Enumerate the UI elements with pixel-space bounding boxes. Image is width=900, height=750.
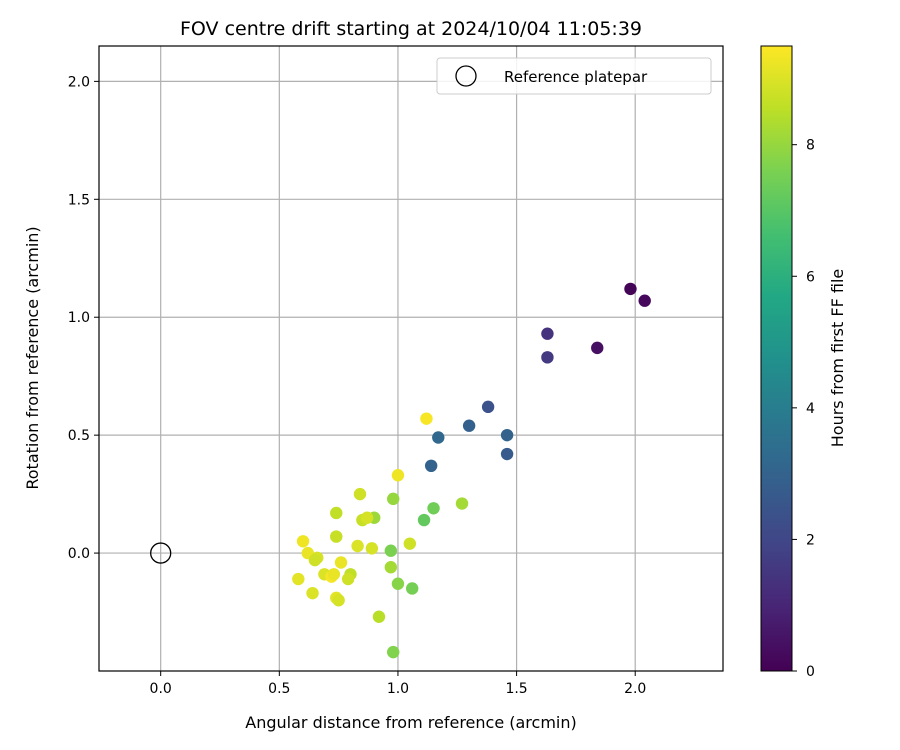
data-points [292, 282, 651, 659]
y-axis-label: Rotation from reference (arcmin) [23, 226, 42, 489]
x-tick-label: 1.5 [505, 681, 527, 697]
scatter-point [391, 577, 405, 590]
scatter-point [420, 412, 433, 425]
scatter-point [384, 544, 398, 557]
scatter-point [360, 511, 374, 524]
scatter-point [403, 537, 417, 550]
x-tick-label: 2.0 [624, 681, 646, 697]
legend-marker [455, 65, 477, 87]
scatter-point [541, 351, 554, 364]
scatter-point [624, 282, 637, 296]
scatter-point [296, 535, 310, 548]
grid [99, 46, 723, 671]
y-tick-label: 0.5 [68, 428, 90, 444]
legend-box [436, 57, 712, 95]
y-axis-ticks: 0.0 0.5 1.0 1.5 2.0 [68, 74, 99, 562]
scatter-point [541, 327, 554, 340]
legend: Reference platepar [436, 57, 712, 95]
scatter-point [462, 419, 476, 432]
scatter-point [427, 502, 440, 515]
scatter-point [591, 341, 604, 355]
scatter-point [417, 513, 431, 527]
x-axis-label: Angular distance from reference (arcmin) [245, 713, 576, 732]
colorbar-tick-label: 4 [806, 401, 815, 417]
colorbar: 0 2 4 6 8 Hours from first FF file [760, 45, 847, 680]
scatter-point [330, 506, 343, 520]
chart-title: FOV centre drift starting at 2024/10/04 … [180, 18, 642, 40]
x-tick-label: 0.5 [268, 681, 290, 697]
colorbar-tick-label: 2 [806, 532, 815, 548]
colorbar-gradient [760, 45, 793, 672]
scatter-point [455, 497, 469, 510]
x-tick-label: 0.0 [150, 681, 172, 697]
legend-label: Reference platepar [504, 68, 648, 86]
x-tick-label: 1.0 [387, 681, 409, 697]
scatter-point [353, 487, 367, 501]
x-axis-ticks: 0.0 0.5 1.0 1.5 2.0 [150, 671, 646, 697]
scatter-point [387, 645, 400, 659]
scatter-point [481, 400, 495, 414]
scatter-point [332, 594, 345, 607]
scatter-point [405, 582, 419, 595]
scatter-point [308, 553, 322, 567]
scatter-point [341, 572, 355, 586]
scatter-point [391, 469, 405, 482]
colorbar-ticks: 0 2 4 6 8 [792, 138, 815, 680]
y-tick-label: 1.0 [68, 310, 90, 326]
colorbar-tick-label: 6 [806, 269, 815, 285]
scatter-point [500, 428, 514, 442]
y-tick-label: 1.5 [68, 192, 90, 208]
colorbar-tick-label: 8 [806, 138, 815, 154]
scatter-point [432, 431, 445, 444]
scatter-point [330, 530, 343, 543]
scatter-point [638, 294, 651, 307]
scatter-point [500, 447, 514, 461]
reference-layer [150, 542, 172, 564]
scatter-point [387, 492, 400, 506]
scatter-point [306, 586, 319, 600]
scatter-point [424, 459, 438, 473]
reference-marker [150, 542, 172, 564]
colorbar-tick-label: 0 [806, 664, 815, 680]
colorbar-label: Hours from first FF file [828, 269, 847, 448]
scatter-point [384, 561, 398, 574]
plot-frame [98, 45, 724, 672]
scatter-point [292, 572, 305, 586]
scatter-point [365, 542, 379, 555]
scatter-point [372, 610, 386, 623]
scatter-point [327, 568, 341, 581]
scatter-point [351, 539, 364, 553]
y-tick-label: 0.0 [68, 546, 90, 562]
scatter-point [334, 556, 348, 569]
y-tick-label: 2.0 [68, 74, 90, 90]
